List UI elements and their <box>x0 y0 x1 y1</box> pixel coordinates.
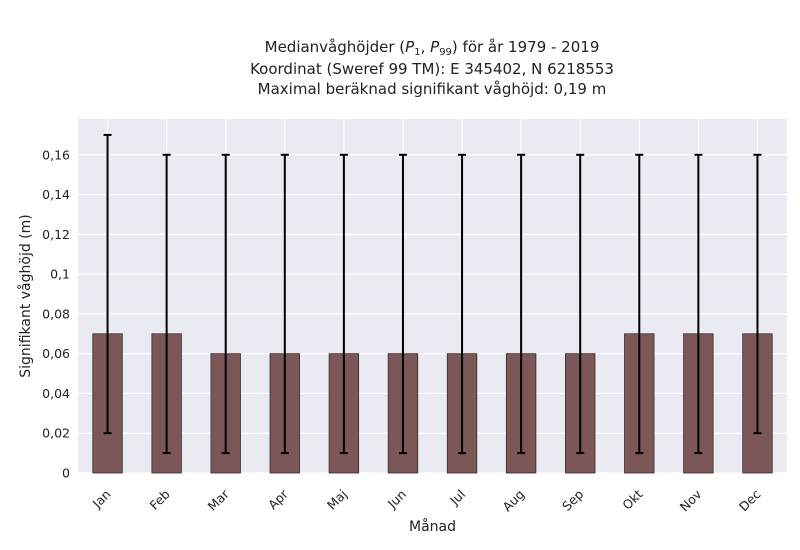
x-tick-label: Aug <box>499 487 527 515</box>
x-tick-label: Apr <box>265 486 292 513</box>
y-tick-label: 0,04 <box>42 386 70 401</box>
title-separator: , <box>421 38 431 56</box>
x-tick-label: Jun <box>384 487 409 512</box>
title-p99-symbol: P <box>430 38 440 56</box>
chart-title-line-3: Maximal beräknad signifikant våghöjd: 0,… <box>258 80 607 98</box>
x-tick-label: Nov <box>677 486 705 514</box>
x-tick-label: Feb <box>146 486 172 512</box>
y-axis-ticks: 0 0,02 0,04 0,06 0,08 0,1 0,12 0,14 0,16 <box>42 147 70 480</box>
x-axis-label: Månad <box>409 518 456 535</box>
x-tick-label: Dec <box>736 486 764 514</box>
x-tick-label: Jan <box>89 487 114 512</box>
y-tick-label: 0,12 <box>42 227 70 242</box>
x-tick-label: Maj <box>324 487 350 513</box>
y-axis-label: Signifikant våghöjd (m) <box>17 214 34 377</box>
plot-area <box>78 119 787 473</box>
y-tick-label: 0,16 <box>42 147 70 162</box>
x-tick-label: Mar <box>205 486 233 514</box>
title-p99-subscript: 99 <box>439 47 452 58</box>
y-tick-label: 0,1 <box>50 267 70 282</box>
x-tick-label: Jul <box>446 487 468 509</box>
chart-title-line-2: Koordinat (Sweref 99 TM): E 345402, N 62… <box>250 60 614 78</box>
title-p1-symbol: P <box>405 38 415 56</box>
y-tick-label: 0,02 <box>42 426 70 441</box>
title-prefix: Medianvåghöjder ( <box>265 38 406 56</box>
title-suffix: ) för år 1979 - 2019 <box>452 38 599 56</box>
x-tick-label: Sep <box>559 486 586 513</box>
x-tick-label: Okt <box>619 486 645 512</box>
title-p1-subscript: 1 <box>414 47 420 58</box>
x-axis-ticks: Jan Feb Mar Apr Maj Jun Jul Aug Sep Okt Nov Dec <box>89 486 764 514</box>
y-tick-label: 0,06 <box>42 346 70 361</box>
y-tick-label: 0,08 <box>42 306 70 321</box>
error-bars <box>103 133 762 455</box>
chart-title-line-1: Medianvåghöjder (P1, P99) för år 1979 - … <box>265 38 600 58</box>
y-tick-label: 0 <box>62 466 70 481</box>
chart-title: Medianvåghöjder (P1, P99) för år 1979 - … <box>250 38 614 98</box>
y-tick-label: 0,14 <box>42 187 70 202</box>
